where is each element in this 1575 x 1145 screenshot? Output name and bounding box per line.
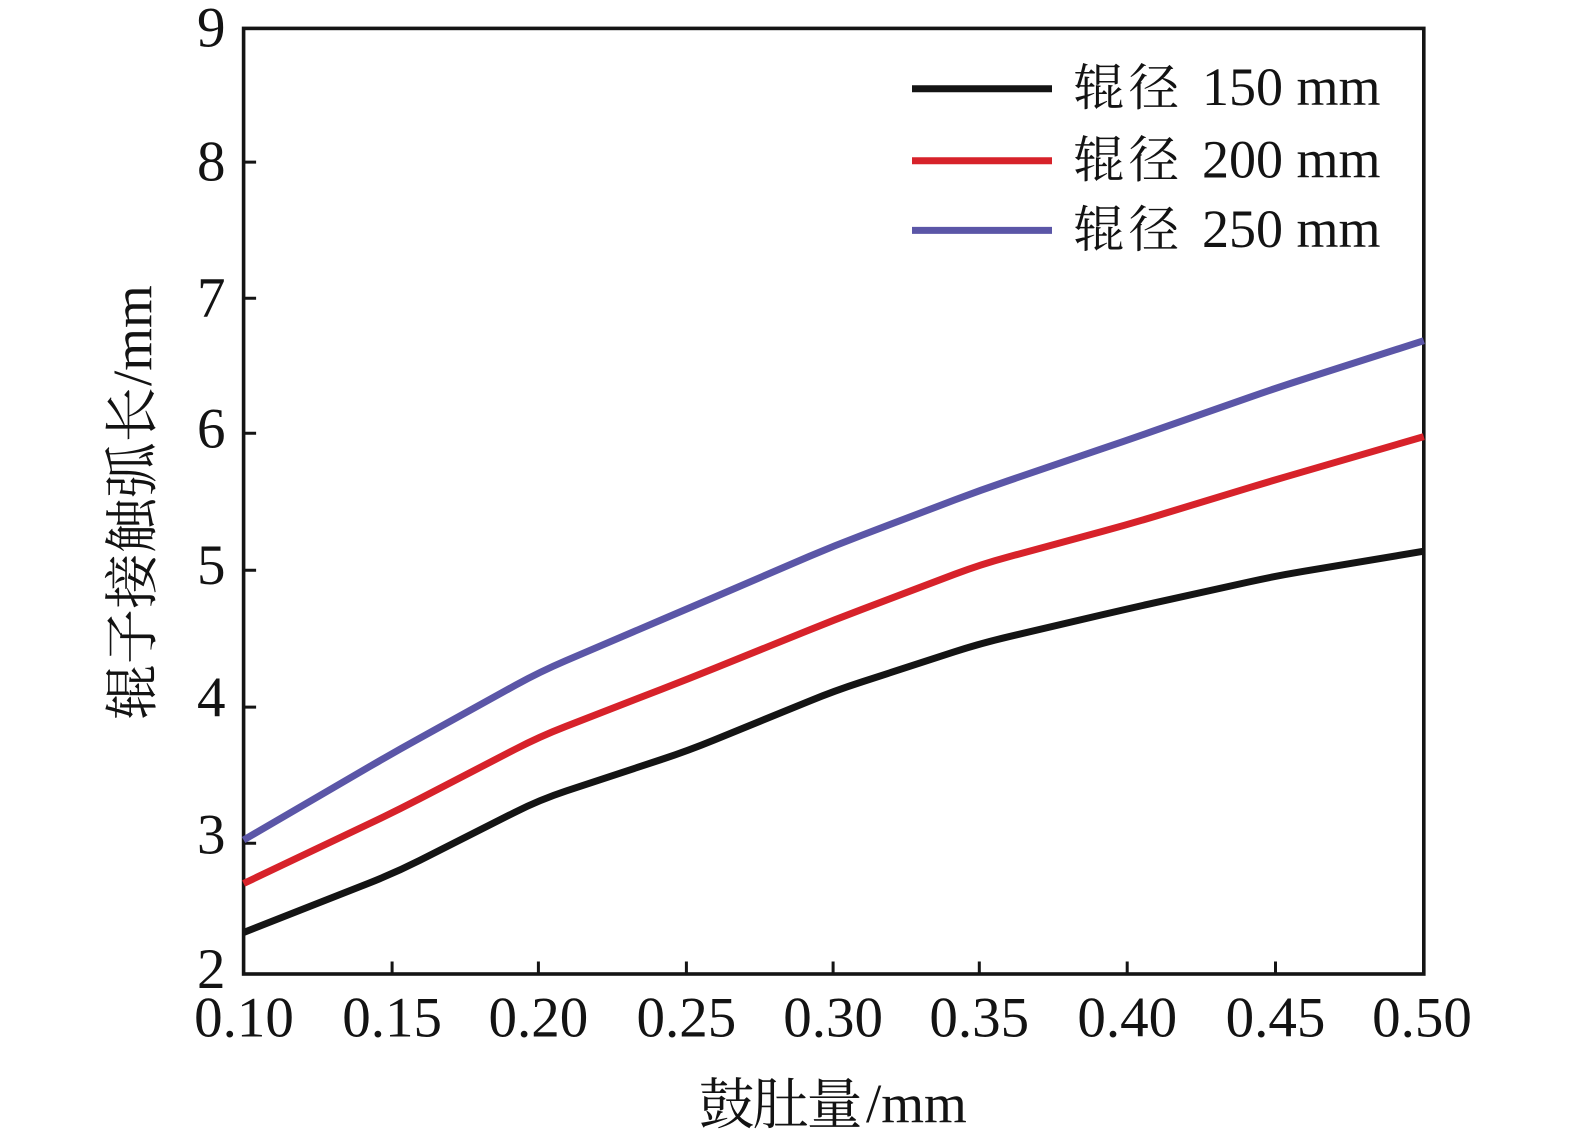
- svg-text:2: 2: [197, 938, 226, 1001]
- svg-text:0.35: 0.35: [929, 987, 1029, 1050]
- svg-text:4: 4: [197, 666, 226, 729]
- svg-text:250 mm: 250 mm: [1202, 199, 1381, 259]
- svg-text:0.40: 0.40: [1077, 987, 1177, 1050]
- svg-text:0.45: 0.45: [1226, 987, 1326, 1050]
- svg-text:8: 8: [197, 130, 226, 193]
- svg-text:0.50: 0.50: [1372, 987, 1472, 1050]
- svg-text:6: 6: [197, 398, 226, 461]
- svg-text:0.15: 0.15: [342, 987, 442, 1050]
- svg-text:0.25: 0.25: [637, 987, 737, 1050]
- svg-text:0.20: 0.20: [489, 987, 589, 1050]
- svg-text:200 mm: 200 mm: [1202, 129, 1381, 189]
- svg-text:/mm: /mm: [866, 1073, 967, 1134]
- svg-text:/mm: /mm: [102, 285, 163, 386]
- svg-text:3: 3: [197, 804, 226, 867]
- svg-text:0.30: 0.30: [783, 987, 883, 1050]
- svg-text:150 mm: 150 mm: [1202, 57, 1381, 117]
- svg-text:0.10: 0.10: [194, 987, 294, 1050]
- svg-text:7: 7: [197, 267, 226, 330]
- svg-text:9: 9: [197, 0, 226, 59]
- svg-text:5: 5: [197, 534, 226, 597]
